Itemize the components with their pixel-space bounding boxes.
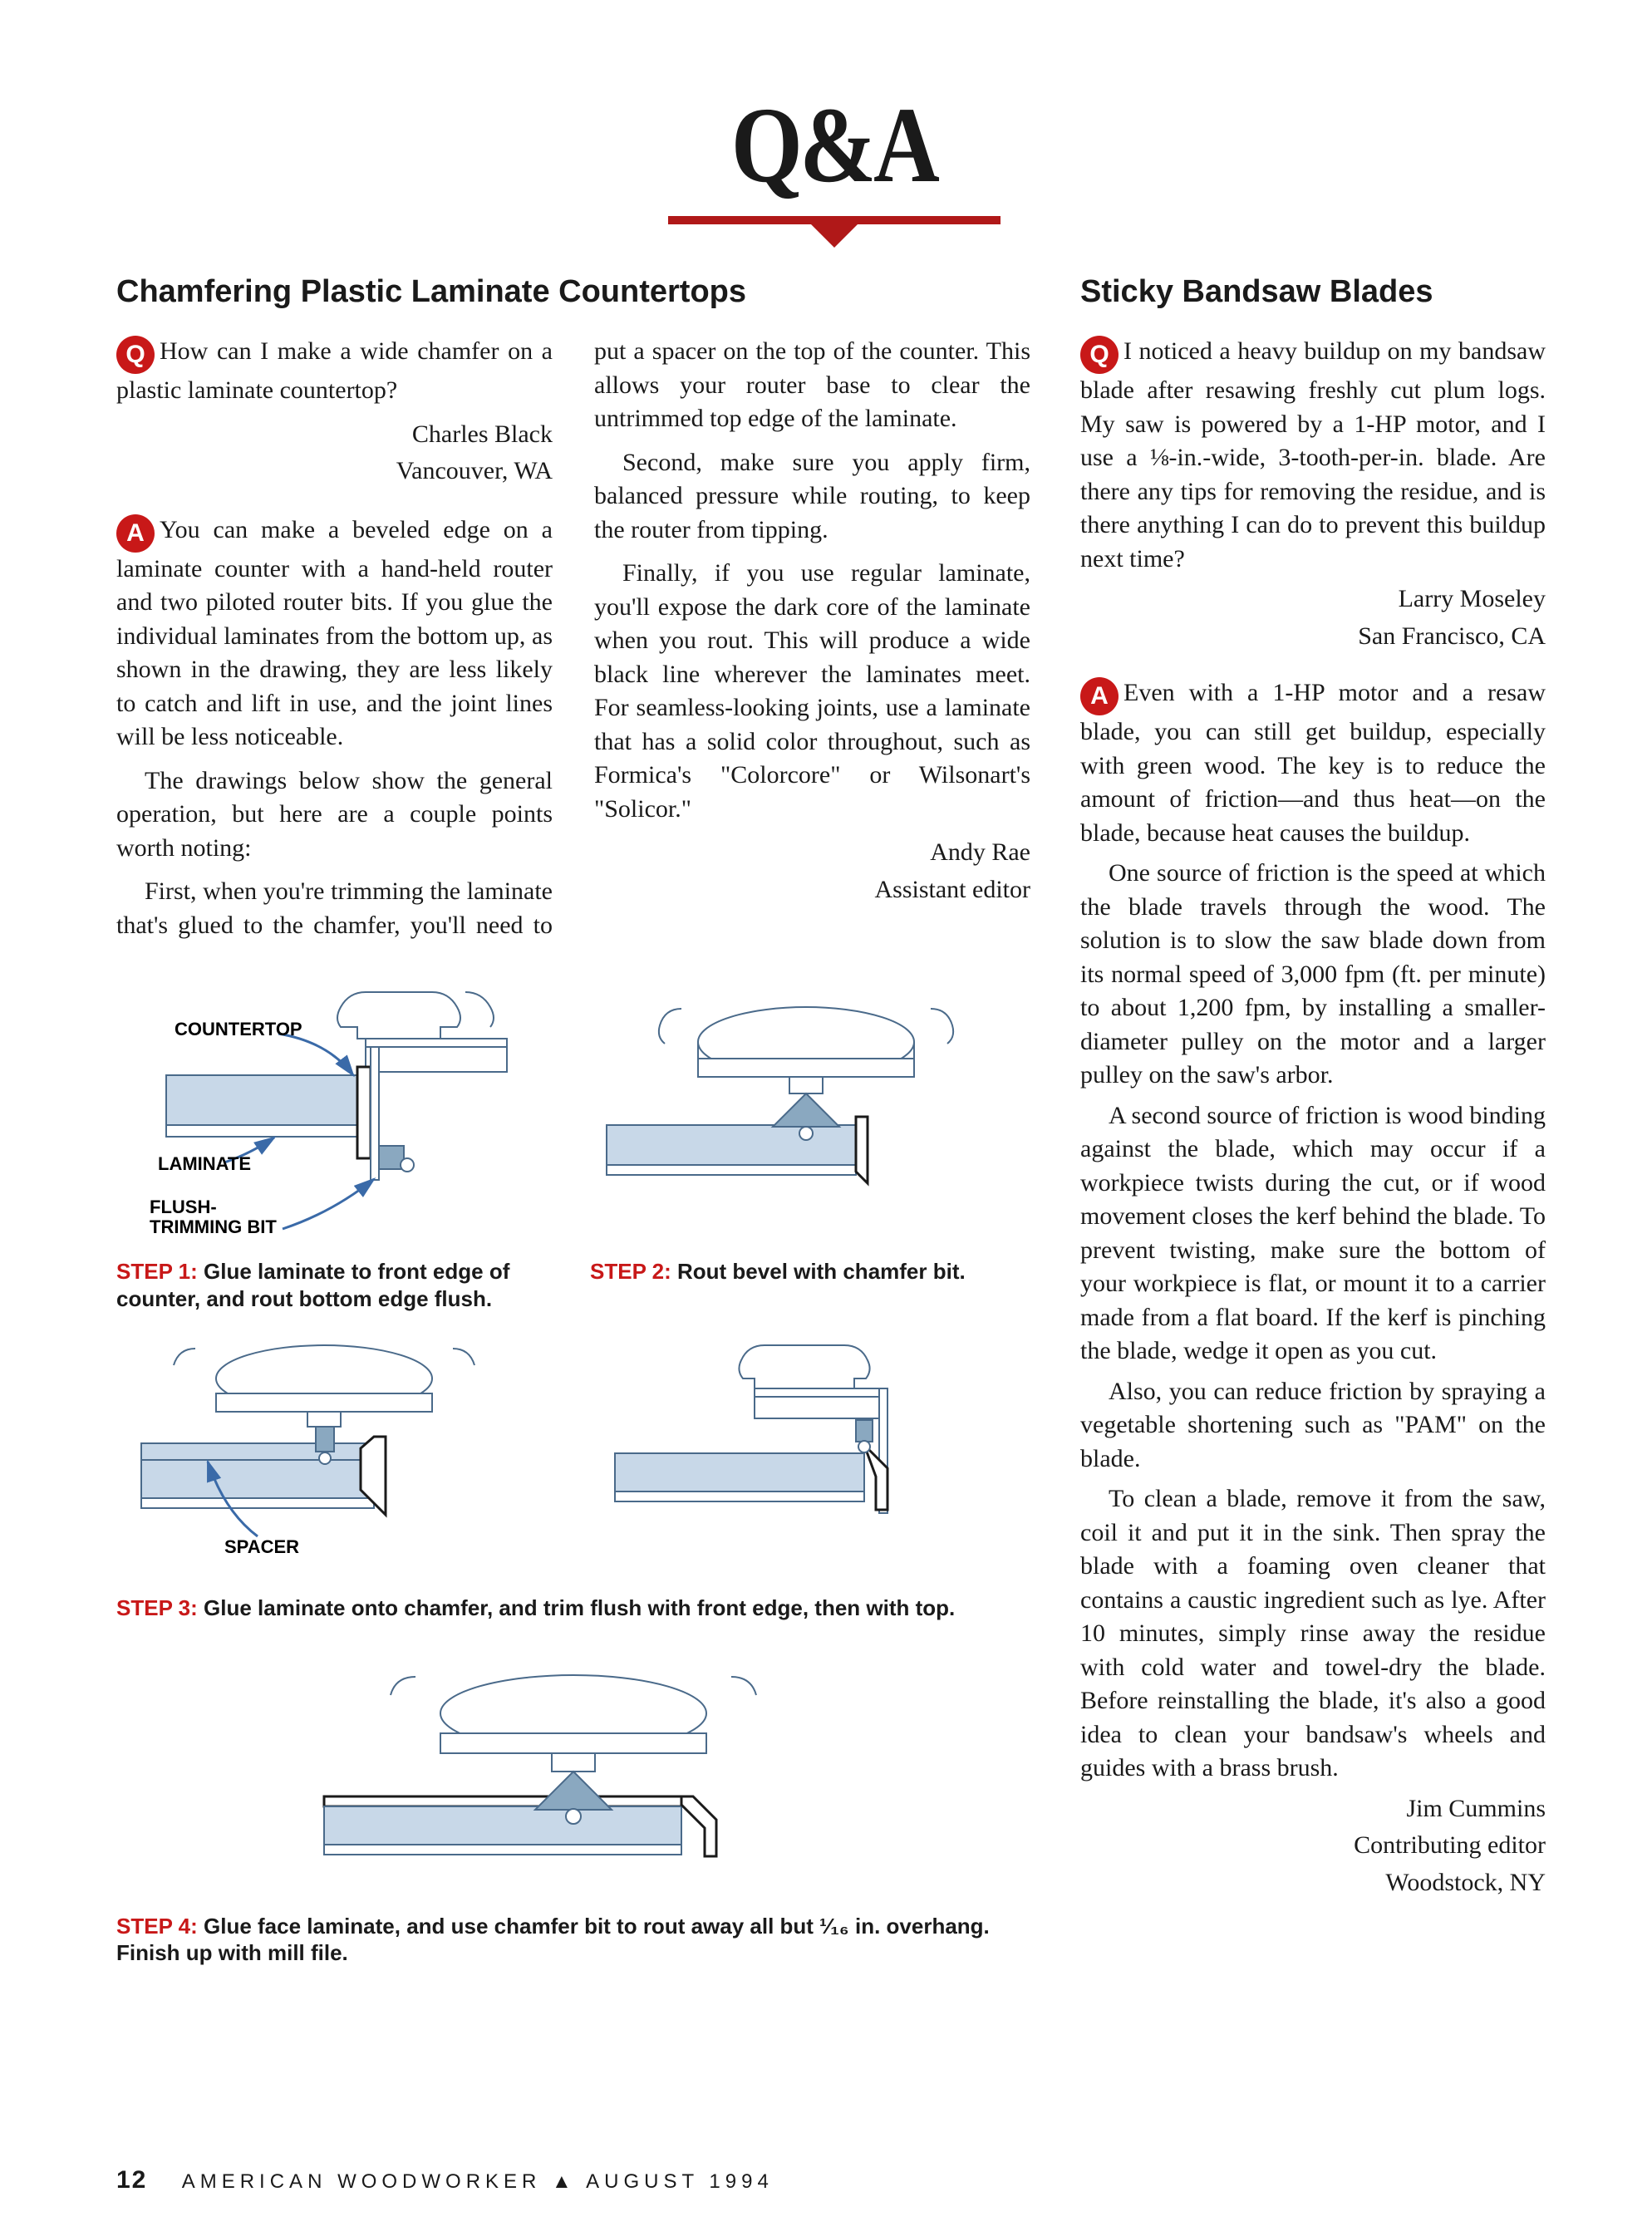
r-a-by2: Contributing editor xyxy=(1080,1829,1546,1863)
q-byline1: Charles Black xyxy=(116,418,553,452)
fig-step4 xyxy=(258,1655,889,1904)
fig2-svg xyxy=(590,984,1014,1250)
r-q-by1: Larry Moseley xyxy=(1080,582,1546,617)
footer: 12 AMERICAN WOODWORKER ▲ AUGUST 1994 xyxy=(116,2166,774,2194)
fig3-step: STEP 3: xyxy=(116,1595,198,1620)
figures: COUNTERTOP LAMINATE FLUSH- TRIMMING BIT … xyxy=(116,984,1030,1967)
fig3a-svg: SPACER xyxy=(116,1329,540,1578)
left-block: Chamfering Plastic Laminate Countertops … xyxy=(116,274,1030,1967)
fig-step3b xyxy=(590,1329,1014,1578)
fig1-caption: STEP 1: Glue laminate to front edge of c… xyxy=(116,1258,540,1312)
r-q-text: I noticed a heavy buildup on my bandsaw … xyxy=(1080,337,1546,573)
lbl-trimming: TRIMMING BIT xyxy=(150,1216,277,1237)
fig3b-svg xyxy=(590,1329,1014,1578)
q-text: How can I make a wide chamfer on a plast… xyxy=(116,337,553,404)
r-a5: To clean a blade, remove it from the saw… xyxy=(1080,1482,1546,1786)
fig3-caption: STEP 3: Glue laminate onto chamfer, and … xyxy=(116,1595,1014,1622)
a-p4: Second, make sure you apply firm, balanc… xyxy=(594,446,1030,548)
r-a1-text: Even with a 1-HP motor and a resaw blade… xyxy=(1080,679,1546,847)
r-a-by3: Woodstock, NY xyxy=(1080,1866,1546,1900)
a-p2: The drawings below show the general oper… xyxy=(116,764,553,866)
r-q: QI noticed a heavy buildup on my bandsaw… xyxy=(1080,335,1546,576)
r-q-by2: San Francisco, CA xyxy=(1080,620,1546,654)
a-p1-text: You can make a beveled edge on a laminat… xyxy=(116,516,553,751)
fig4-text: Glue face laminate, and use chamfer bit … xyxy=(116,1914,990,1966)
fig1-svg: COUNTERTOP LAMINATE FLUSH- TRIMMING BIT xyxy=(116,984,540,1250)
r-a3: A second source of friction is wood bind… xyxy=(1080,1099,1546,1369)
right-body: QI noticed a heavy buildup on my bandsaw… xyxy=(1080,335,1546,1899)
fig-step3a: SPACER xyxy=(116,1329,540,1578)
q-byline2: Vancouver, WA xyxy=(116,455,553,489)
a-byline2: Assistant editor xyxy=(594,873,1030,907)
fig-step2: STEP 2: Rout bevel with chamfer bit. xyxy=(590,984,1014,1312)
r-a4: Also, you can reduce friction by sprayin… xyxy=(1080,1375,1546,1477)
lbl-flush: FLUSH- xyxy=(150,1197,217,1217)
q-badge: Q xyxy=(116,336,155,374)
fig-row-2: SPACER xyxy=(116,1329,1030,1578)
masthead-rule xyxy=(668,216,1001,224)
lbl-laminate: LAMINATE xyxy=(158,1153,251,1174)
r-q-badge: Q xyxy=(1080,336,1119,374)
lbl-countertop: COUNTERTOP xyxy=(175,1019,302,1039)
fig2-text: Rout bevel with chamfer bit. xyxy=(671,1259,966,1284)
right-heading: Sticky Bandsaw Blades xyxy=(1080,274,1546,310)
fig1-step: STEP 1: xyxy=(116,1259,198,1284)
footer-text: AMERICAN WOODWORKER ▲ AUGUST 1994 xyxy=(182,2170,774,2193)
fig4-caption: STEP 4: Glue face laminate, and use cham… xyxy=(116,1913,1014,1967)
fig2-step: STEP 2: xyxy=(590,1259,671,1284)
a-byline1: Andy Rae xyxy=(594,836,1030,870)
r-a-badge: A xyxy=(1080,677,1119,715)
a-p1: AYou can make a beveled edge on a lamina… xyxy=(116,514,553,754)
lbl-spacer: SPACER xyxy=(224,1536,299,1557)
r-a2: One source of friction is the speed at w… xyxy=(1080,857,1546,1093)
r-a-by1: Jim Cummins xyxy=(1080,1792,1546,1826)
page: Q&A Chamfering Plastic Laminate Countert… xyxy=(0,0,1652,2236)
fig4-step: STEP 4: xyxy=(116,1914,198,1939)
left-body: QHow can I make a wide chamfer on a plas… xyxy=(116,335,1030,942)
fig3-text: Glue laminate onto chamfer, and trim flu… xyxy=(198,1595,956,1620)
masthead: Q&A xyxy=(116,83,1552,224)
fig2-caption: STEP 2: Rout bevel with chamfer bit. xyxy=(590,1258,1014,1285)
left-heading: Chamfering Plastic Laminate Countertops xyxy=(116,274,1030,310)
q-para: QHow can I make a wide chamfer on a plas… xyxy=(116,335,553,408)
fig-step1: COUNTERTOP LAMINATE FLUSH- TRIMMING BIT … xyxy=(116,984,540,1312)
fig-row-1: COUNTERTOP LAMINATE FLUSH- TRIMMING BIT … xyxy=(116,984,1030,1312)
a-badge: A xyxy=(116,514,155,553)
columns: Chamfering Plastic Laminate Countertops … xyxy=(116,274,1552,1967)
a-p5: Finally, if you use regular laminate, yo… xyxy=(594,557,1030,826)
right-block: Sticky Bandsaw Blades QI noticed a heavy… xyxy=(1080,274,1546,1967)
r-a1: AEven with a 1-HP motor and a resaw blad… xyxy=(1080,676,1546,850)
fig4-svg xyxy=(258,1655,889,1904)
masthead-title: Q&A xyxy=(731,83,937,208)
footer-page: 12 xyxy=(116,2166,147,2194)
